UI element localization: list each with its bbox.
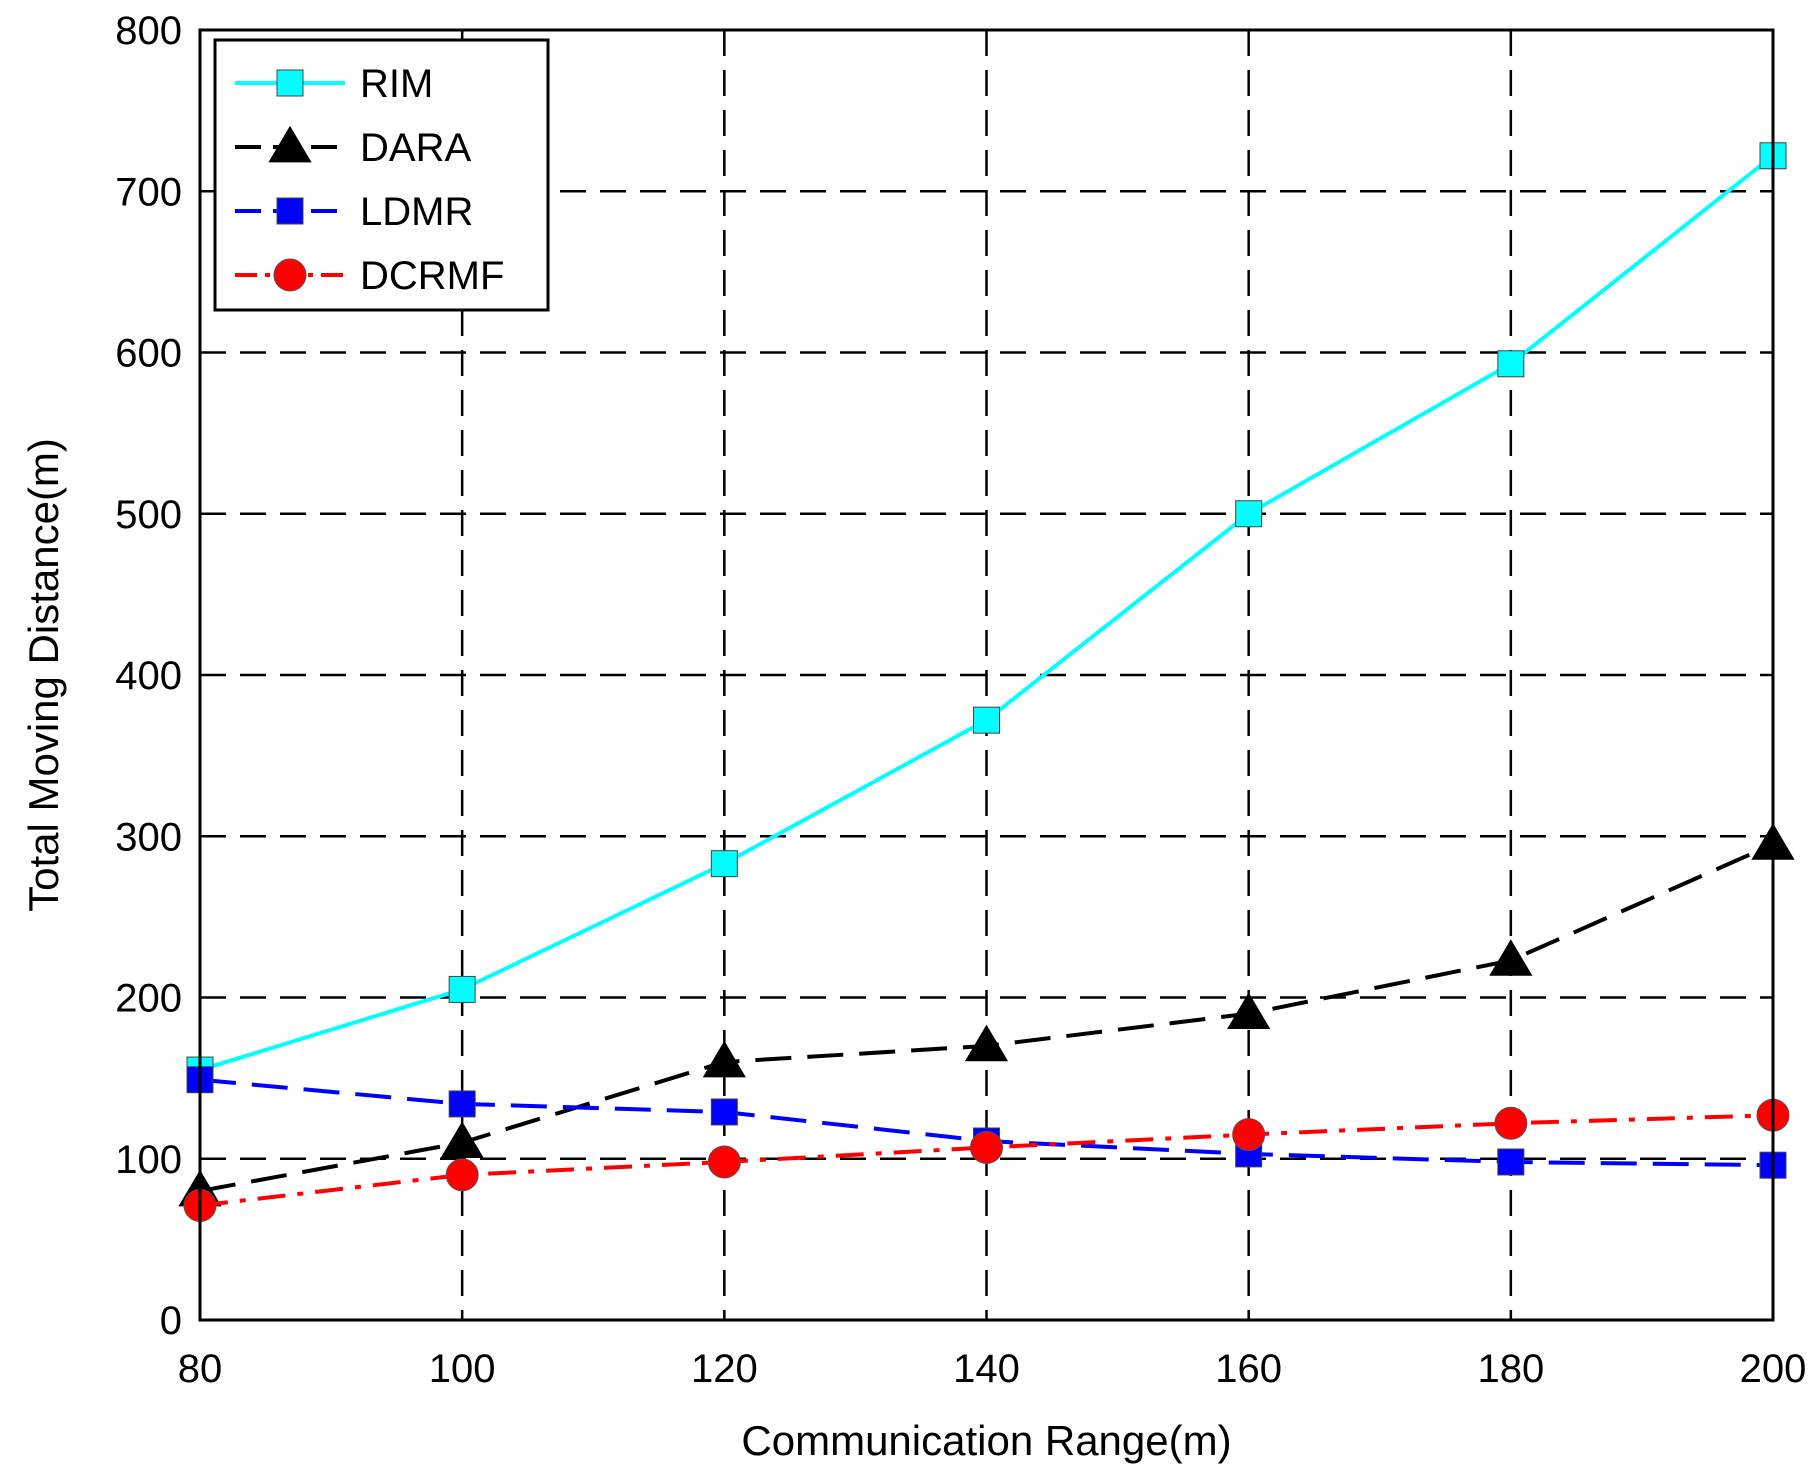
data-point-rim [448, 975, 476, 1003]
x-tick-label: 180 [1477, 1347, 1544, 1391]
legend-marker-ldmr [276, 197, 304, 225]
x-tick-label: 140 [953, 1347, 1020, 1391]
x-tick-label: 160 [1215, 1347, 1282, 1391]
data-point-rim [710, 850, 738, 878]
data-point-dcrmf [1494, 1106, 1528, 1140]
x-tick-label: 200 [1740, 1347, 1807, 1391]
data-point-dara [1227, 992, 1271, 1030]
data-point-dcrmf [970, 1130, 1003, 1164]
data-point-ldmr [1497, 1148, 1525, 1176]
tick-labels: 80 100 120 140 160 180 200 0 100 200 300 400 500 600 7… [115, 9, 1806, 1391]
data-point-ldmr [448, 1090, 476, 1118]
y-tick-label: 0 [160, 1299, 182, 1343]
data-point-dcrmf [445, 1158, 479, 1192]
legend-label-rim: RIM [360, 62, 433, 106]
legend-item-dcrmf: DCRMF [235, 254, 504, 298]
x-tick-label: 100 [429, 1347, 496, 1391]
x-tick-label: 80 [178, 1347, 223, 1391]
y-tick-label: 800 [115, 9, 182, 53]
legend-item-ldmr: LDMR [235, 190, 473, 234]
y-tick-label: 700 [115, 170, 182, 214]
legend-marker-dara [268, 125, 312, 163]
data-point-rim [1235, 500, 1263, 528]
y-tick-label: 200 [115, 977, 182, 1021]
data-point-dara [702, 1040, 746, 1078]
data-point-ldmr [710, 1098, 738, 1126]
legend: RIM DARA LDMR DCRMF [213, 38, 550, 312]
y-tick-label: 100 [115, 1138, 182, 1182]
legend-label-dcrmf: DCRMF [360, 254, 504, 298]
series-layer [178, 142, 1795, 1223]
y-tick-label: 600 [115, 332, 182, 376]
series-rim [186, 142, 1787, 1084]
data-point-dcrmf [707, 1145, 741, 1179]
legend-label-dara: DARA [360, 126, 471, 170]
legend-item-dara: DARA [235, 125, 471, 170]
y-tick-label: 400 [115, 654, 182, 698]
legend-marker-rim [276, 69, 304, 97]
data-point-dara [964, 1024, 1009, 1062]
data-point-dara [1489, 939, 1533, 976]
data-point-rim [973, 706, 1000, 734]
legend-item-rim: RIM [235, 62, 433, 106]
data-point-dara [440, 1121, 484, 1159]
legend-label-ldmr: LDMR [360, 190, 473, 234]
legend-marker-dcrmf [273, 258, 307, 292]
series-dcrmf [183, 1098, 1790, 1223]
x-tick-label: 120 [691, 1347, 758, 1391]
y-tick-label: 300 [115, 815, 182, 859]
data-point-rim [1497, 350, 1525, 378]
data-point-dcrmf [1232, 1118, 1266, 1152]
y-axis-title: Total Moving Distance(m) [20, 438, 67, 912]
plot-frame [198, 28, 1775, 1322]
y-tick-label: 500 [115, 493, 182, 537]
x-axis-title: Communication Range(m) [741, 1417, 1231, 1464]
